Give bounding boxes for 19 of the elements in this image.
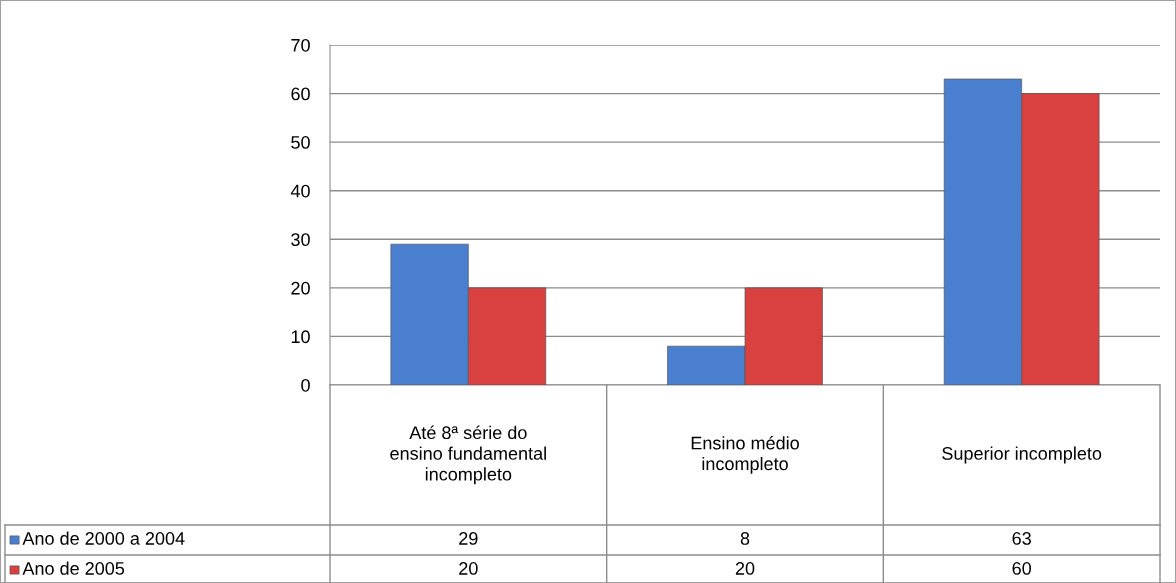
data-label: 8: [740, 532, 750, 545]
x-tick-label: Ensino médio incompleto: [691, 435, 799, 474]
data-label: 60: [1012, 562, 1031, 575]
y-tick-label: 70: [291, 38, 310, 52]
y-tick-label: 60: [291, 87, 310, 101]
y-tick-label: 40: [290, 184, 310, 198]
x-tick-label: Superior incompleto: [942, 446, 1102, 464]
y-tick-label: 50: [291, 136, 310, 149]
x-tick-label: Até 8ª série do ensino fundamental incompleto: [390, 425, 546, 485]
y-tick-label: 30: [291, 233, 310, 247]
data-label: 29: [459, 532, 478, 545]
y-tick-label: 20: [291, 281, 310, 295]
legend-label: Ano de 2005: [22, 561, 125, 575]
data-label: 20: [459, 562, 478, 575]
legend-label: Ano de 2000 a 2004: [22, 531, 185, 545]
y-tick-label: 10: [291, 330, 310, 344]
data-label: 63: [1012, 532, 1031, 545]
y-tick-label: 0: [301, 378, 310, 392]
data-label: 20: [735, 562, 755, 575]
